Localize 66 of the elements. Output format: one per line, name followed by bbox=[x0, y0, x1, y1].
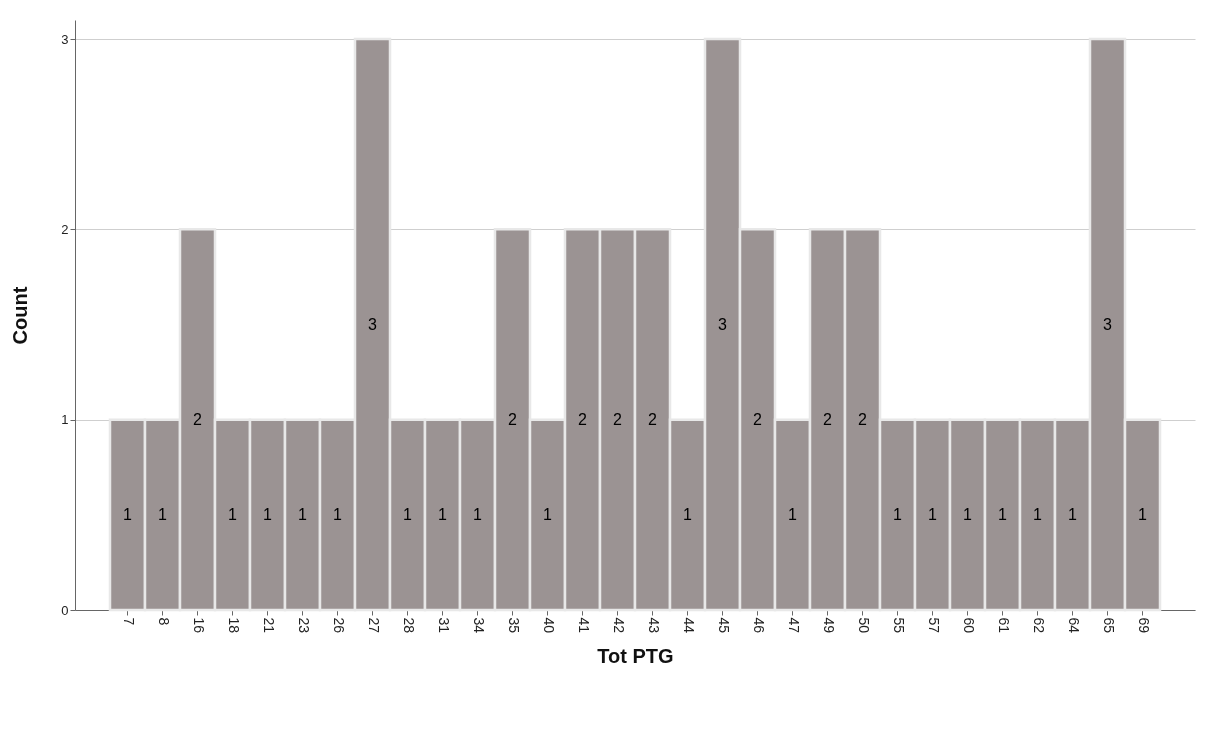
data-label: 1 bbox=[263, 505, 273, 523]
x-tick-label: 7 bbox=[120, 617, 137, 626]
y-tick-label: 3 bbox=[61, 31, 69, 47]
data-label: 2 bbox=[753, 410, 763, 428]
data-label: 2 bbox=[508, 410, 518, 428]
y-tick-label: 0 bbox=[61, 602, 69, 618]
x-tick-label: 57 bbox=[925, 617, 942, 634]
data-label: 1 bbox=[123, 505, 133, 523]
data-label: 1 bbox=[228, 505, 238, 523]
data-label: 2 bbox=[613, 410, 623, 428]
data-label: 1 bbox=[788, 505, 798, 523]
x-tick-label: 60 bbox=[960, 617, 977, 634]
data-label: 1 bbox=[1138, 505, 1148, 523]
x-tick-label: 16 bbox=[190, 617, 207, 634]
x-tick-label: 26 bbox=[330, 617, 347, 634]
data-label: 1 bbox=[438, 505, 448, 523]
x-tick-label: 8 bbox=[155, 617, 172, 626]
data-label: 2 bbox=[193, 410, 203, 428]
data-label: 1 bbox=[893, 505, 903, 523]
data-label: 1 bbox=[928, 505, 938, 523]
data-label: 1 bbox=[998, 505, 1008, 523]
x-tick-label: 45 bbox=[715, 617, 732, 634]
x-tick-label: 42 bbox=[610, 617, 627, 634]
x-tick-label: 44 bbox=[680, 617, 697, 634]
data-label: 2 bbox=[578, 410, 588, 428]
x-tick-label: 61 bbox=[995, 617, 1012, 634]
data-label: 1 bbox=[403, 505, 413, 523]
x-tick-label: 46 bbox=[750, 617, 767, 634]
data-label: 1 bbox=[963, 505, 973, 523]
x-tick-label: 27 bbox=[365, 617, 382, 634]
data-label: 1 bbox=[298, 505, 308, 523]
x-tick-label: 47 bbox=[785, 617, 802, 634]
x-tick-label: 34 bbox=[470, 617, 487, 634]
data-label: 1 bbox=[1033, 505, 1043, 523]
x-tick-label: 49 bbox=[820, 617, 837, 634]
x-tick-label: 43 bbox=[645, 617, 662, 634]
x-tick-label: 40 bbox=[540, 617, 557, 634]
y-axis-title: Count bbox=[9, 286, 32, 345]
x-tick-label: 50 bbox=[855, 617, 872, 634]
data-label: 1 bbox=[683, 505, 693, 523]
data-label: 3 bbox=[368, 315, 378, 333]
data-label: 1 bbox=[158, 505, 168, 523]
x-tick-label: 18 bbox=[225, 617, 242, 634]
x-tick-label: 69 bbox=[1135, 617, 1152, 634]
data-label: 2 bbox=[858, 410, 868, 428]
x-tick-label: 31 bbox=[435, 617, 452, 634]
y-tick-label: 2 bbox=[61, 221, 69, 237]
data-label: 1 bbox=[473, 505, 483, 523]
x-tick-label: 62 bbox=[1030, 617, 1047, 634]
x-tick-label: 41 bbox=[575, 617, 592, 634]
data-label: 3 bbox=[1103, 315, 1113, 333]
data-label: 1 bbox=[333, 505, 343, 523]
x-tick-label: 21 bbox=[260, 617, 277, 634]
x-tick-label: 64 bbox=[1065, 617, 1082, 634]
x-tick-label: 65 bbox=[1100, 617, 1117, 634]
data-label: 2 bbox=[648, 410, 658, 428]
x-tick-label: 23 bbox=[295, 617, 312, 634]
data-label: 2 bbox=[823, 410, 833, 428]
data-label: 1 bbox=[1068, 505, 1078, 523]
x-axis-title: Tot PTG bbox=[597, 645, 674, 668]
x-tick-label: 28 bbox=[400, 617, 417, 634]
y-tick-label: 1 bbox=[61, 412, 69, 428]
data-label: 3 bbox=[718, 315, 728, 333]
x-tick-label: 55 bbox=[890, 617, 907, 634]
data-label: 1 bbox=[543, 505, 553, 523]
x-tick-label: 35 bbox=[505, 617, 522, 634]
